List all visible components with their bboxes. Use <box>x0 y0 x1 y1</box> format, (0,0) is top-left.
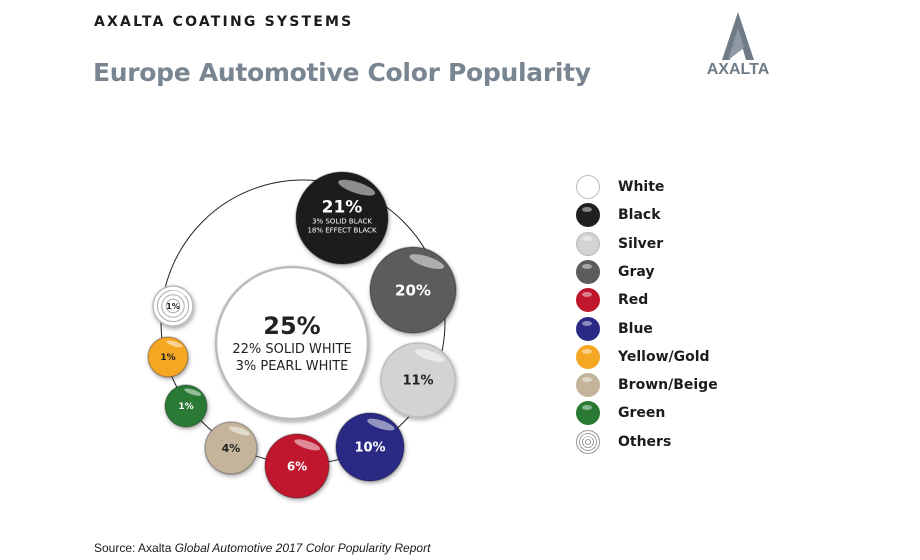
bubble-highlight <box>228 426 250 436</box>
bubble-red: 6% <box>264 433 330 499</box>
legend-label: Blue <box>618 320 653 337</box>
bubble-white-value: 25% <box>263 312 320 340</box>
legend-label: Green <box>618 405 666 422</box>
chart-title: Europe Automotive Color Popularity <box>93 58 591 87</box>
bubble-blue: 10% <box>335 412 405 482</box>
legend-swatch <box>576 373 600 398</box>
others-ring <box>161 294 185 318</box>
bubble-yellow-gold: 1% <box>147 336 189 378</box>
bubble-black-detail: 18% EFFECT BLACK <box>307 226 376 234</box>
legend-swatch <box>576 175 600 199</box>
legend-swatch <box>576 429 600 454</box>
legend-item-gray: Gray <box>576 259 655 285</box>
bubble-highlight <box>166 340 183 348</box>
bubble-highlight <box>285 279 347 306</box>
bubble-white-detail: 22% SOLID WHITE <box>232 342 351 357</box>
bubble-silver: 11% <box>380 342 456 418</box>
legend-item-brown-beige: Brown/Beige <box>576 372 718 398</box>
bubble-highlight <box>294 439 321 451</box>
legend-item-blue: Blue <box>576 316 653 342</box>
bubble-black-detail: 3% SOLID BLACK <box>312 217 372 225</box>
legend-item-yellow-gold: Yellow/Gold <box>576 344 710 370</box>
bubble-highlight <box>414 349 445 362</box>
legend-item-white: White <box>576 174 664 200</box>
others-ring <box>165 298 181 314</box>
legend-label: Gray <box>618 263 655 280</box>
bubble-highlight <box>184 388 202 396</box>
legend-swatch <box>576 344 600 369</box>
bubble-blue-value: 10% <box>354 441 385 456</box>
legend-label: Silver <box>618 235 664 252</box>
legend-label: White <box>618 179 665 195</box>
legend-item-others: Others <box>576 429 671 455</box>
legend-item-black: Black <box>576 202 661 228</box>
legend-swatch <box>576 259 600 284</box>
legend-swatch <box>576 401 600 426</box>
bubble-brown-beige: 4% <box>204 421 258 475</box>
axalta-logo: AXALTA <box>707 12 770 78</box>
bubble-gray-value: 20% <box>395 281 431 299</box>
bubble-highlight <box>409 254 445 270</box>
legend-swatch <box>576 203 600 228</box>
bubble-others: 1% <box>152 285 194 327</box>
bubble-brown-beige-value: 4% <box>222 442 241 455</box>
legend-item-green: Green <box>576 400 665 426</box>
legend-item-silver: Silver <box>576 231 663 257</box>
bubble-others-value: 1% <box>166 302 180 311</box>
bubble-yellow-gold-value: 1% <box>160 353 175 363</box>
bubble-green: 1% <box>164 384 208 428</box>
bubble-highlight <box>338 179 376 196</box>
legend-label: Others <box>618 433 672 450</box>
bubble-gray: 20% <box>369 246 457 334</box>
legend-label: Red <box>618 292 649 309</box>
bubble-red-value: 6% <box>287 459 307 473</box>
legend-swatch <box>576 288 600 313</box>
bubble-highlight <box>367 418 395 431</box>
bubble-green-value: 1% <box>178 402 193 412</box>
legend-label: Yellow/Gold <box>618 348 710 365</box>
logo-wordmark: AXALTA <box>707 61 770 78</box>
legend-swatch <box>576 231 600 256</box>
legend-label: Black <box>618 207 661 224</box>
legend-label: Brown/Beige <box>618 377 718 394</box>
bubble-white: 25% 22% SOLID WHITE 3% PEARL WHITE <box>214 265 370 421</box>
bubble-black-value: 21% <box>322 197 363 217</box>
company-name: AXALTA COATING SYSTEMS <box>94 14 354 30</box>
bubble-white-detail: 3% PEARL WHITE <box>236 359 349 374</box>
source-note: Source: Axalta Global Automotive 2017 Co… <box>94 541 431 555</box>
legend-item-red: Red <box>576 287 648 313</box>
bubble-silver-value: 11% <box>402 374 433 389</box>
legend-swatch <box>576 316 600 341</box>
bubble-highlight <box>171 289 188 297</box>
